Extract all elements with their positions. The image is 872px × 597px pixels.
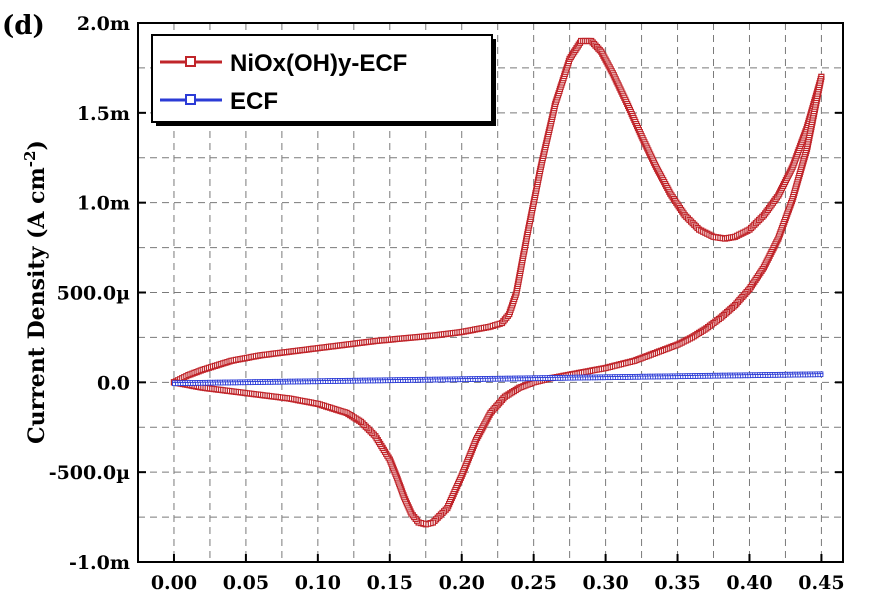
x-tick-label: 0.20 xyxy=(439,572,485,594)
x-tick-label: 0.40 xyxy=(726,572,772,594)
legend-marker-niox xyxy=(185,56,196,67)
legend-label-niox: NiOx(OH)y-ECF xyxy=(230,50,407,77)
y-tick-label: -500.0µ xyxy=(49,462,130,484)
axis-ticks: 0.00 0.05 0.10 0.15 0.20 0.25 0.30 0.35 0.40 0.45… xyxy=(49,13,845,594)
data-series xyxy=(170,37,825,528)
y-tick-label: 500.0µ xyxy=(57,283,130,305)
legend-marker-ecf xyxy=(185,94,196,105)
x-tick-label: 0.00 xyxy=(151,572,197,594)
y-tick-label: 1.0m xyxy=(77,193,130,215)
panel-label: (d) xyxy=(2,11,45,41)
y-axis-title-superscript: -2 xyxy=(21,151,39,168)
y-tick-label: 0.0 xyxy=(97,372,130,394)
x-tick-label: 0.10 xyxy=(295,572,341,594)
series-ECF xyxy=(172,371,824,387)
data-point xyxy=(172,382,176,387)
x-tick-label: 0.30 xyxy=(582,572,628,594)
x-tick-label: 0.25 xyxy=(511,572,557,594)
x-tick-label: 0.05 xyxy=(223,572,269,594)
legend-shadow-right xyxy=(492,39,496,126)
legend-box xyxy=(151,34,493,123)
y-axis-title: Current Density (A cm-2) xyxy=(21,140,50,444)
x-tick-label: 0.35 xyxy=(654,572,700,594)
y-tick-label: -1.0m xyxy=(69,552,130,574)
y-tick-label: 2.0m xyxy=(77,13,130,35)
series-NiOx(OH)y-ECF xyxy=(170,37,825,528)
legend: NiOx(OH)y-ECF ECF xyxy=(151,34,496,126)
y-axis-title-close: ) xyxy=(24,140,50,150)
x-tick-label: 0.15 xyxy=(367,572,413,594)
legend-label-ecf: ECF xyxy=(230,88,278,115)
legend-shadow-bottom xyxy=(156,122,496,126)
x-tick-label: 0.45 xyxy=(798,572,844,594)
y-tick-label: 1.5m xyxy=(77,103,130,125)
